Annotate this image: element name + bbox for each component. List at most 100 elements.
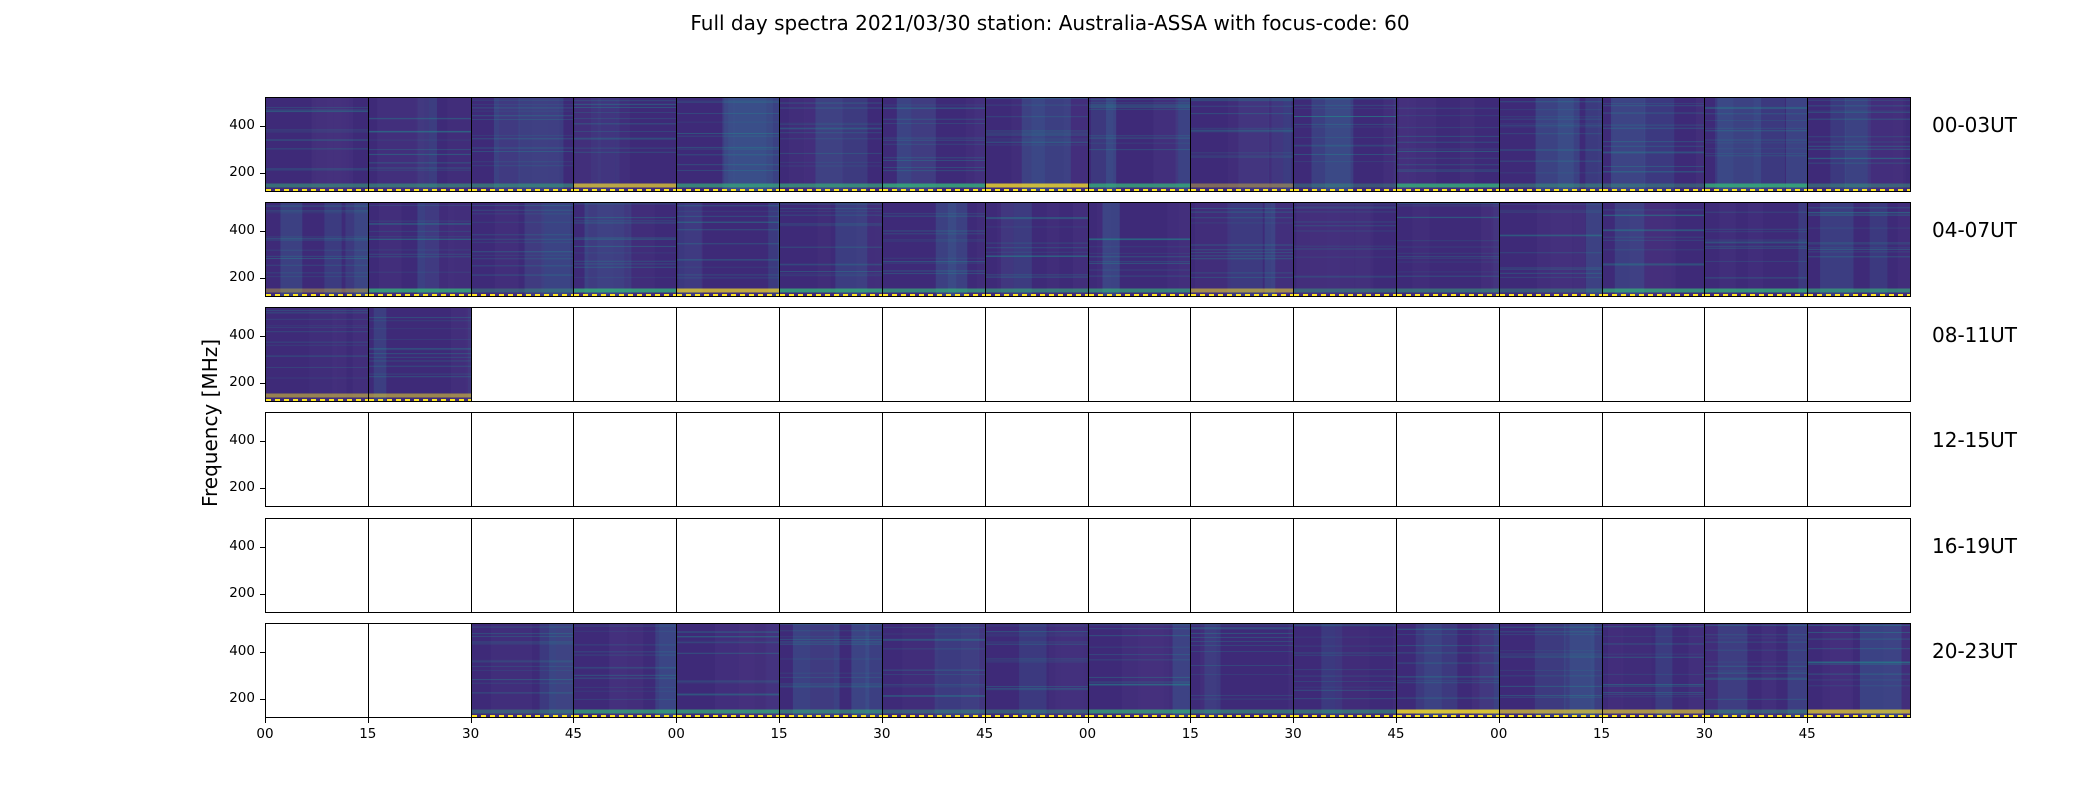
spectrum-line bbox=[1294, 116, 1396, 118]
spectrum-band bbox=[976, 203, 985, 296]
spectrum-line bbox=[1397, 255, 1499, 257]
spectrum-line bbox=[780, 624, 882, 626]
spectrum-line bbox=[1603, 105, 1704, 107]
spectrum-line bbox=[986, 276, 1088, 278]
spectrum-line bbox=[266, 148, 368, 150]
spectrum-band bbox=[1412, 203, 1430, 296]
spectrum-band bbox=[1534, 624, 1566, 717]
spectrum-band bbox=[549, 624, 573, 717]
spectrum-line bbox=[574, 137, 676, 139]
spectrum-band bbox=[1829, 624, 1854, 717]
spectrum-line bbox=[1500, 655, 1602, 657]
spectrum-band bbox=[1335, 624, 1370, 717]
spectrum-line bbox=[1397, 676, 1499, 678]
spectrum-line bbox=[677, 215, 779, 217]
spectrum-line bbox=[1397, 682, 1499, 684]
spectrum-line bbox=[986, 140, 1088, 142]
spectrum-line bbox=[1191, 156, 1293, 158]
spectrum-line bbox=[472, 665, 573, 667]
spectrum-line bbox=[1705, 247, 1807, 249]
spectrum-band bbox=[1021, 98, 1071, 191]
spectrum-band bbox=[1000, 203, 1032, 296]
spectrum-line bbox=[1191, 664, 1293, 666]
emission-band bbox=[986, 183, 1088, 188]
spectrum-line bbox=[1808, 685, 1910, 687]
spectrum-line bbox=[574, 651, 676, 653]
spectrum-line bbox=[1500, 133, 1602, 135]
spectrum-line bbox=[780, 223, 882, 225]
spectrum-line bbox=[1603, 145, 1704, 147]
spectrum-line bbox=[1191, 624, 1293, 626]
spectrum-line bbox=[472, 205, 573, 207]
spectrum-line bbox=[574, 203, 676, 205]
spectrum-panel bbox=[471, 518, 574, 613]
spectrum-texture bbox=[266, 308, 368, 401]
spectrum-line bbox=[780, 128, 882, 130]
spectrum-line bbox=[1089, 252, 1190, 254]
spectrum-line bbox=[574, 677, 676, 679]
spectrum-line bbox=[883, 107, 985, 109]
spectrum-band bbox=[450, 308, 471, 401]
spectrum-panel bbox=[1088, 623, 1191, 718]
spectrum-band bbox=[841, 98, 868, 191]
spectrum-line bbox=[472, 659, 573, 661]
spectrum-line bbox=[1603, 696, 1704, 698]
spectrum-panel bbox=[1396, 623, 1500, 718]
spectrum-line bbox=[986, 633, 1088, 635]
x-tick-mark bbox=[676, 718, 678, 723]
spectrum-texture bbox=[1603, 98, 1704, 191]
spectrum-line bbox=[369, 317, 471, 319]
spectrum-band bbox=[531, 98, 560, 191]
spectrum-line bbox=[780, 246, 882, 248]
spectrum-line bbox=[1808, 661, 1910, 663]
spectrum-line bbox=[1294, 256, 1396, 258]
spectrum-line bbox=[986, 134, 1088, 136]
spectrum-line bbox=[986, 275, 1088, 277]
spectrum-line bbox=[472, 165, 573, 167]
spectrum-line bbox=[1191, 154, 1293, 156]
spectrum-panel bbox=[1807, 202, 1911, 297]
spectrum-line bbox=[677, 221, 779, 223]
spectrum-panel bbox=[1704, 518, 1808, 613]
emission-band bbox=[1808, 183, 1910, 188]
spectrum-band bbox=[792, 624, 840, 717]
spectrum-band bbox=[1296, 203, 1340, 296]
spectrum-line bbox=[266, 366, 368, 368]
spectrum-line bbox=[369, 338, 471, 340]
spectrum-line bbox=[1808, 110, 1910, 112]
spectrum-line bbox=[369, 356, 471, 358]
spectrum-panel bbox=[368, 623, 472, 718]
spectrum-line bbox=[1089, 238, 1190, 240]
spectrum-line bbox=[780, 107, 882, 109]
spectrum-band bbox=[1019, 624, 1047, 717]
spectrum-panel bbox=[1807, 518, 1911, 613]
spectrum-texture bbox=[472, 98, 573, 191]
spectrum-line bbox=[883, 695, 985, 697]
spectrum-line bbox=[472, 147, 573, 149]
spectrum-line bbox=[677, 147, 779, 149]
spectrum-line bbox=[369, 220, 471, 222]
y-tick-label: 200 bbox=[229, 690, 255, 706]
spectrum-band bbox=[1706, 624, 1748, 717]
spectrum-band bbox=[896, 98, 936, 191]
spectrum-line bbox=[1808, 211, 1910, 213]
spectrum-line bbox=[677, 121, 779, 123]
spectrum-band bbox=[1785, 98, 1807, 191]
spectrum-band bbox=[324, 203, 342, 296]
spectrum-band bbox=[541, 203, 573, 296]
spectrum-texture bbox=[574, 203, 676, 296]
y-tick-mark bbox=[260, 488, 265, 489]
spectrum-line bbox=[677, 631, 779, 633]
spectrum-line bbox=[1294, 205, 1396, 207]
spectrum-line bbox=[1397, 628, 1499, 630]
spectrum-line bbox=[266, 236, 368, 238]
spectrum-band bbox=[417, 98, 437, 191]
spectrum-line bbox=[1808, 251, 1910, 253]
spectrum-line bbox=[1397, 170, 1499, 172]
spectrum-line bbox=[1191, 632, 1293, 634]
spectrum-line bbox=[266, 325, 368, 327]
spectrum-line bbox=[1397, 645, 1499, 647]
spectrum-line bbox=[1603, 656, 1704, 658]
spectrum-line bbox=[1294, 161, 1396, 163]
spectrum-line bbox=[1705, 698, 1807, 700]
